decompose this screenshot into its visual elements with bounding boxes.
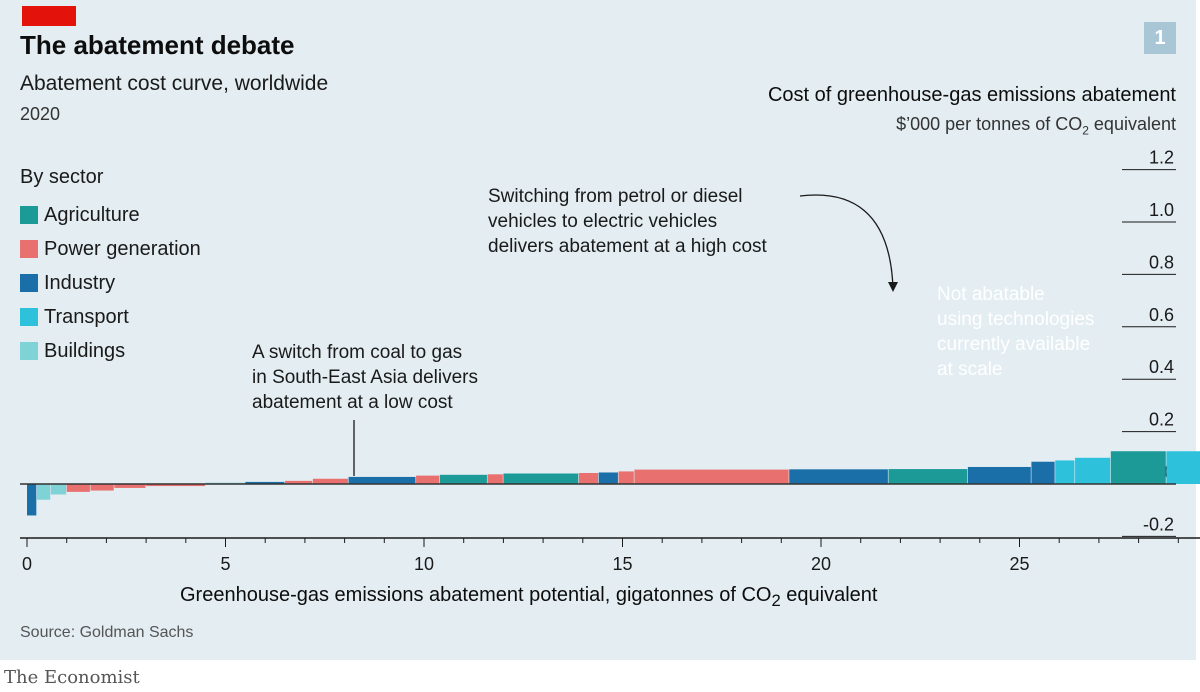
y-unit-sub: 2 xyxy=(1082,123,1089,138)
annotation-not-abatable: Not abatable using technologies currentl… xyxy=(937,284,1095,380)
bar xyxy=(1031,461,1055,484)
bar xyxy=(634,469,789,484)
annotation-coal-to-gas: A switch from coal to gas in South-East … xyxy=(252,342,479,413)
bar xyxy=(1055,460,1075,484)
y-tick-label: 0.8 xyxy=(1149,252,1174,272)
chart-subtitle: Abatement cost curve, worldwide xyxy=(20,72,329,95)
y-tick-label: -0.2 xyxy=(1143,514,1174,534)
y-tick-label: 0.6 xyxy=(1149,305,1174,325)
legend: Agriculture Power generation Industry Tr… xyxy=(20,198,201,368)
legend-label: Transport xyxy=(44,305,129,328)
source-note: Source: Goldman Sachs xyxy=(20,624,194,641)
bar xyxy=(578,472,599,484)
legend-label: Buildings xyxy=(44,339,126,362)
bar xyxy=(416,475,440,484)
legend-item-industry: Industry xyxy=(20,266,201,300)
bar xyxy=(36,484,51,500)
legend-swatch xyxy=(20,274,38,292)
bar xyxy=(439,474,487,484)
legend-item-transport: Transport xyxy=(20,300,201,334)
y-axis-unit: $’000 per tonnes of CO2 equivalent xyxy=(896,114,1176,138)
economist-logo: The Economist xyxy=(4,667,140,688)
chart-year: 2020 xyxy=(20,104,61,124)
bar xyxy=(1075,457,1111,484)
brand-red-tag xyxy=(22,6,76,26)
x-tick-label: 10 xyxy=(414,554,434,574)
y-tick-label: 1.2 xyxy=(1149,148,1174,168)
legend-swatch xyxy=(20,308,38,326)
legend-item-buildings: Buildings xyxy=(20,334,201,368)
bar xyxy=(245,481,285,484)
legend-title: By sector xyxy=(20,166,104,188)
bar xyxy=(90,484,114,491)
bar xyxy=(598,472,618,484)
chart-number-badge: 1 xyxy=(1144,22,1176,54)
x-title-rest: gigatonnes of CO xyxy=(610,584,772,606)
bar xyxy=(888,469,968,484)
chart-title: The abatement debate xyxy=(20,30,295,60)
x-tick-label: 5 xyxy=(220,554,230,574)
bar xyxy=(114,484,146,488)
x-tick-label: 0 xyxy=(22,554,32,574)
bar xyxy=(503,473,579,484)
x-title-sub: 2 xyxy=(771,591,781,610)
legend-label: Power generation xyxy=(44,237,201,260)
annotation-arrowhead xyxy=(888,282,898,292)
bar xyxy=(618,471,634,484)
bar xyxy=(50,484,67,495)
legend-item-power-generation: Power generation xyxy=(20,232,201,266)
chart-panel xyxy=(0,0,1196,660)
annotation-electric-vehicles: Switching from petrol or diesel vehicles… xyxy=(488,186,767,257)
bar xyxy=(312,478,348,484)
bar xyxy=(967,466,1031,484)
x-tick-label: 25 xyxy=(1009,554,1029,574)
bar xyxy=(285,480,313,484)
legend-swatch xyxy=(20,240,38,258)
y-unit-prefix: $’000 per tonnes of CO xyxy=(896,114,1083,134)
y-tick-label: 0.2 xyxy=(1149,410,1174,430)
abatement-cost-chart: 1.21.00.80.60.40.20-0.205101520253035404… xyxy=(20,148,1200,574)
bar xyxy=(1110,451,1166,484)
y-unit-suffix: equivalent xyxy=(1088,114,1176,134)
legend-swatch xyxy=(20,206,38,224)
y-tick-label: 0.4 xyxy=(1149,357,1174,377)
legend-label: Agriculture xyxy=(44,203,140,226)
bar xyxy=(789,469,888,484)
legend-swatch xyxy=(20,342,38,360)
bar xyxy=(146,484,206,487)
bar xyxy=(66,484,90,492)
x-axis-title: Greenhouse-gas emissions abatement poten… xyxy=(180,584,878,611)
annotation-leader-electric-vehicles xyxy=(799,194,894,289)
x-title-bold: Greenhouse-gas emissions abatement poten… xyxy=(180,584,611,606)
y-tick-label: 1.0 xyxy=(1149,200,1174,220)
x-title-end: equivalent xyxy=(780,584,878,606)
x-tick-label: 20 xyxy=(811,554,831,574)
bar xyxy=(27,484,37,516)
bar xyxy=(487,474,503,484)
legend-label: Industry xyxy=(44,271,116,294)
y-axis-title: Cost of greenhouse-gas emissions abateme… xyxy=(767,84,1176,106)
bar xyxy=(348,476,416,484)
bar xyxy=(1166,451,1200,484)
legend-item-agriculture: Agriculture xyxy=(20,198,201,232)
x-tick-label: 15 xyxy=(612,554,632,574)
